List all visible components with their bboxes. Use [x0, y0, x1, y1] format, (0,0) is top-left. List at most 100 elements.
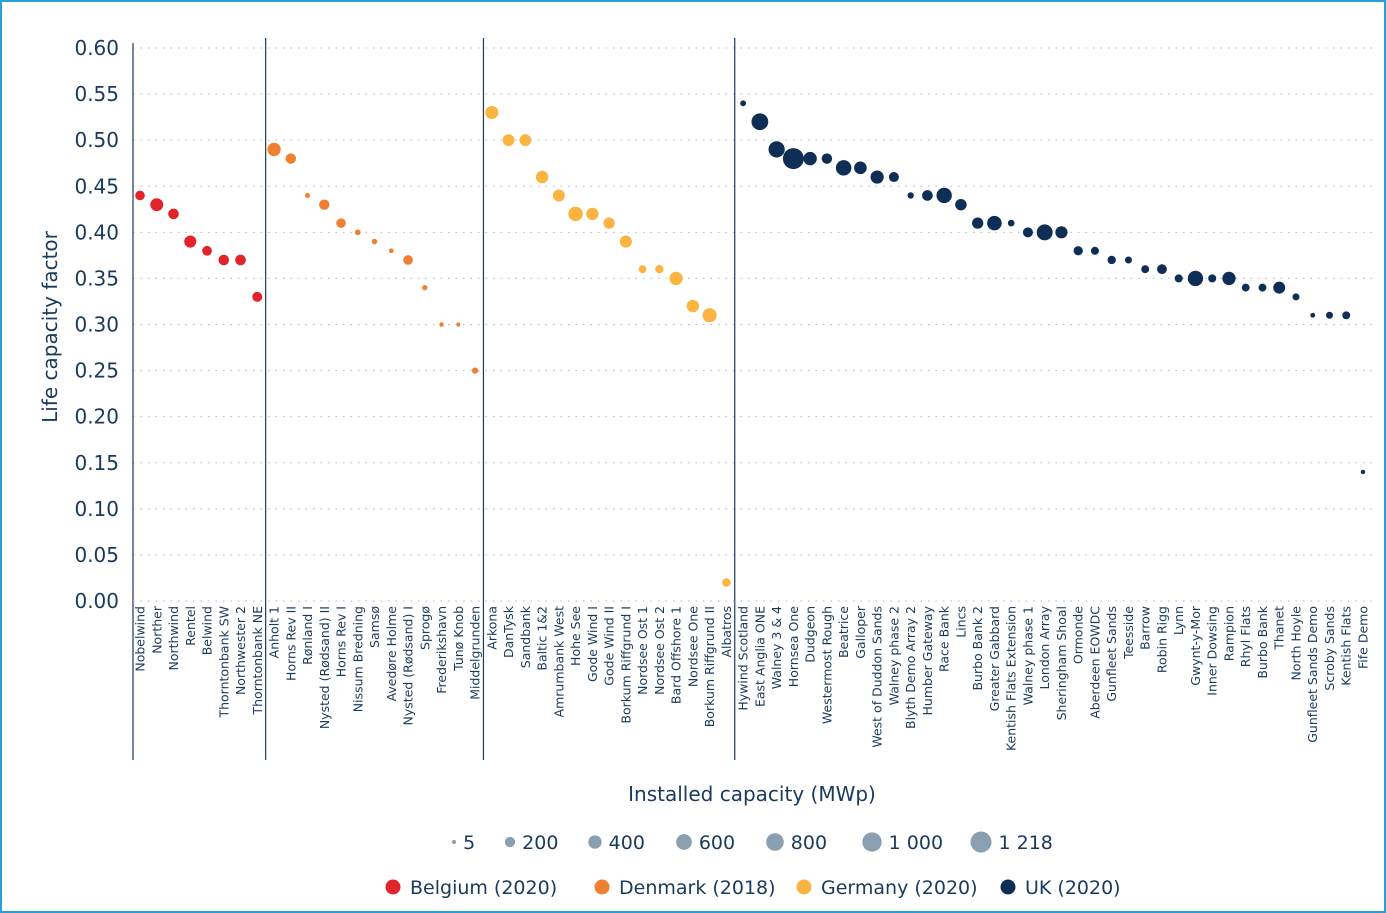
- size-legend-marker: [676, 834, 692, 850]
- data-point: [740, 100, 747, 107]
- data-point: [1310, 312, 1316, 318]
- legend-label: Belgium (2020): [410, 877, 557, 899]
- data-point: [1107, 255, 1116, 265]
- data-point: [519, 134, 532, 147]
- size-legend-label: 200: [522, 832, 558, 854]
- data-point: [586, 207, 599, 221]
- data-point: [336, 218, 346, 228]
- x-category-label: Teesside: [1121, 606, 1136, 660]
- size-legend-marker: [504, 836, 516, 848]
- data-point: [854, 161, 867, 175]
- data-point: [835, 160, 852, 176]
- x-category-label: Sheringham Shoal: [1054, 606, 1069, 720]
- x-category-label: Tunø Knob: [451, 606, 466, 672]
- y-tick-label: 0.35: [74, 266, 119, 290]
- data-point: [135, 190, 145, 201]
- data-point: [252, 291, 263, 302]
- data-point: [1208, 274, 1217, 283]
- data-point: [1360, 469, 1366, 475]
- x-category-label: Burbo Bank: [1255, 605, 1270, 678]
- x-category-label: Humber Gateway: [920, 605, 935, 715]
- x-category-label: Albatros: [719, 606, 734, 658]
- data-point: [619, 235, 632, 248]
- data-point: [1222, 271, 1236, 286]
- x-category-label: Walney 3 & 4: [769, 606, 784, 689]
- data-point: [782, 148, 804, 170]
- data-point: [456, 322, 461, 327]
- data-points: [135, 100, 1366, 587]
- size-legend-label: 400: [609, 832, 645, 854]
- color-legend: Belgium (2020) Denmark (2018) Germany (202…: [385, 877, 1121, 899]
- legend-label: UK (2020): [1025, 877, 1121, 899]
- x-category-label: Kentish Flats: [1339, 606, 1354, 686]
- x-category-label: Rentel: [183, 606, 198, 646]
- data-point: [1187, 270, 1204, 287]
- data-point: [439, 322, 444, 327]
- size-legend-marker: [588, 835, 602, 849]
- x-category-label: Rønland I: [300, 606, 315, 665]
- x-category-label: Barrow: [1138, 606, 1153, 650]
- x-category-label: Hornsea One: [786, 606, 801, 687]
- x-category-label: Beatrice: [836, 606, 851, 658]
- x-category-label: Nobelwind: [133, 606, 148, 672]
- data-point: [1141, 265, 1150, 274]
- x-category-label: Amrumbank West: [551, 606, 566, 718]
- data-point: [987, 215, 1002, 231]
- x-category-label: West of Duddon Sands: [870, 606, 885, 748]
- x-category-label: Gwynt-y-Mor: [1188, 605, 1203, 686]
- data-point: [319, 199, 330, 210]
- data-point: [184, 235, 197, 248]
- data-point: [388, 248, 394, 254]
- data-point: [150, 198, 164, 212]
- data-point: [285, 153, 297, 164]
- y-tick-label: 0.50: [74, 128, 119, 152]
- data-point: [202, 245, 212, 256]
- x-category-label: Gode Wind II: [602, 606, 617, 686]
- x-category-label: Avedøre Holme: [384, 606, 399, 702]
- y-tick-label: 0.45: [74, 174, 119, 198]
- data-point: [1073, 246, 1083, 256]
- x-category-label: Horns Rev II: [283, 606, 298, 681]
- x-category-label: Rhyl Flats: [1238, 606, 1253, 667]
- x-category-label: Thorntonbank NE: [250, 606, 265, 716]
- data-point: [1325, 311, 1333, 319]
- x-category-label: Kentish Flats Extension: [1004, 606, 1019, 751]
- y-axis-label: Life capacity factor: [38, 230, 62, 423]
- x-category-label: Scroby Sands: [1322, 606, 1337, 691]
- data-point: [686, 299, 700, 313]
- size-legend-label: 600: [699, 832, 735, 854]
- data-point: [218, 254, 230, 266]
- country-dividers: [132, 38, 1376, 760]
- data-point: [1007, 219, 1015, 227]
- data-point: [168, 208, 179, 220]
- data-point: [235, 254, 246, 266]
- size-legend-marker: [970, 831, 992, 853]
- legend-label: Denmark (2018): [619, 877, 776, 899]
- data-point: [722, 578, 731, 587]
- data-point: [638, 265, 647, 274]
- x-axis-category-labels: Nobelwind Norther Northwind Rentel Belwind Th…: [133, 605, 1371, 751]
- legend-label: Germany (2020): [821, 877, 978, 899]
- x-category-label: Westermost Rough: [819, 606, 834, 724]
- x-category-label: Galloper: [853, 605, 868, 659]
- size-legend-marker: [451, 839, 457, 845]
- x-category-label: Nordsee One: [685, 606, 700, 687]
- gridlines: [133, 47, 1376, 556]
- data-point: [1258, 283, 1267, 292]
- x-category-label: Sandbank: [518, 605, 533, 668]
- x-category-label: Frederikshavn: [434, 606, 449, 694]
- data-point: [888, 172, 899, 183]
- x-category-label: Hohe See: [568, 606, 583, 666]
- data-point: [1292, 293, 1300, 301]
- data-point: [304, 192, 311, 199]
- data-point: [1241, 283, 1250, 292]
- data-point: [1036, 224, 1053, 241]
- data-point: [403, 255, 413, 265]
- size-legend: 5 200 400 600 800 1 000 1 218: [451, 831, 1053, 854]
- x-category-label: Nysted (Rødsand) I: [401, 606, 416, 725]
- data-point: [535, 170, 549, 184]
- y-axis-ticks: 0.00 0.05 0.10 0.15 0.20 0.25 0.30 0.35 0.40 0.45…: [74, 36, 119, 613]
- data-point: [702, 308, 717, 323]
